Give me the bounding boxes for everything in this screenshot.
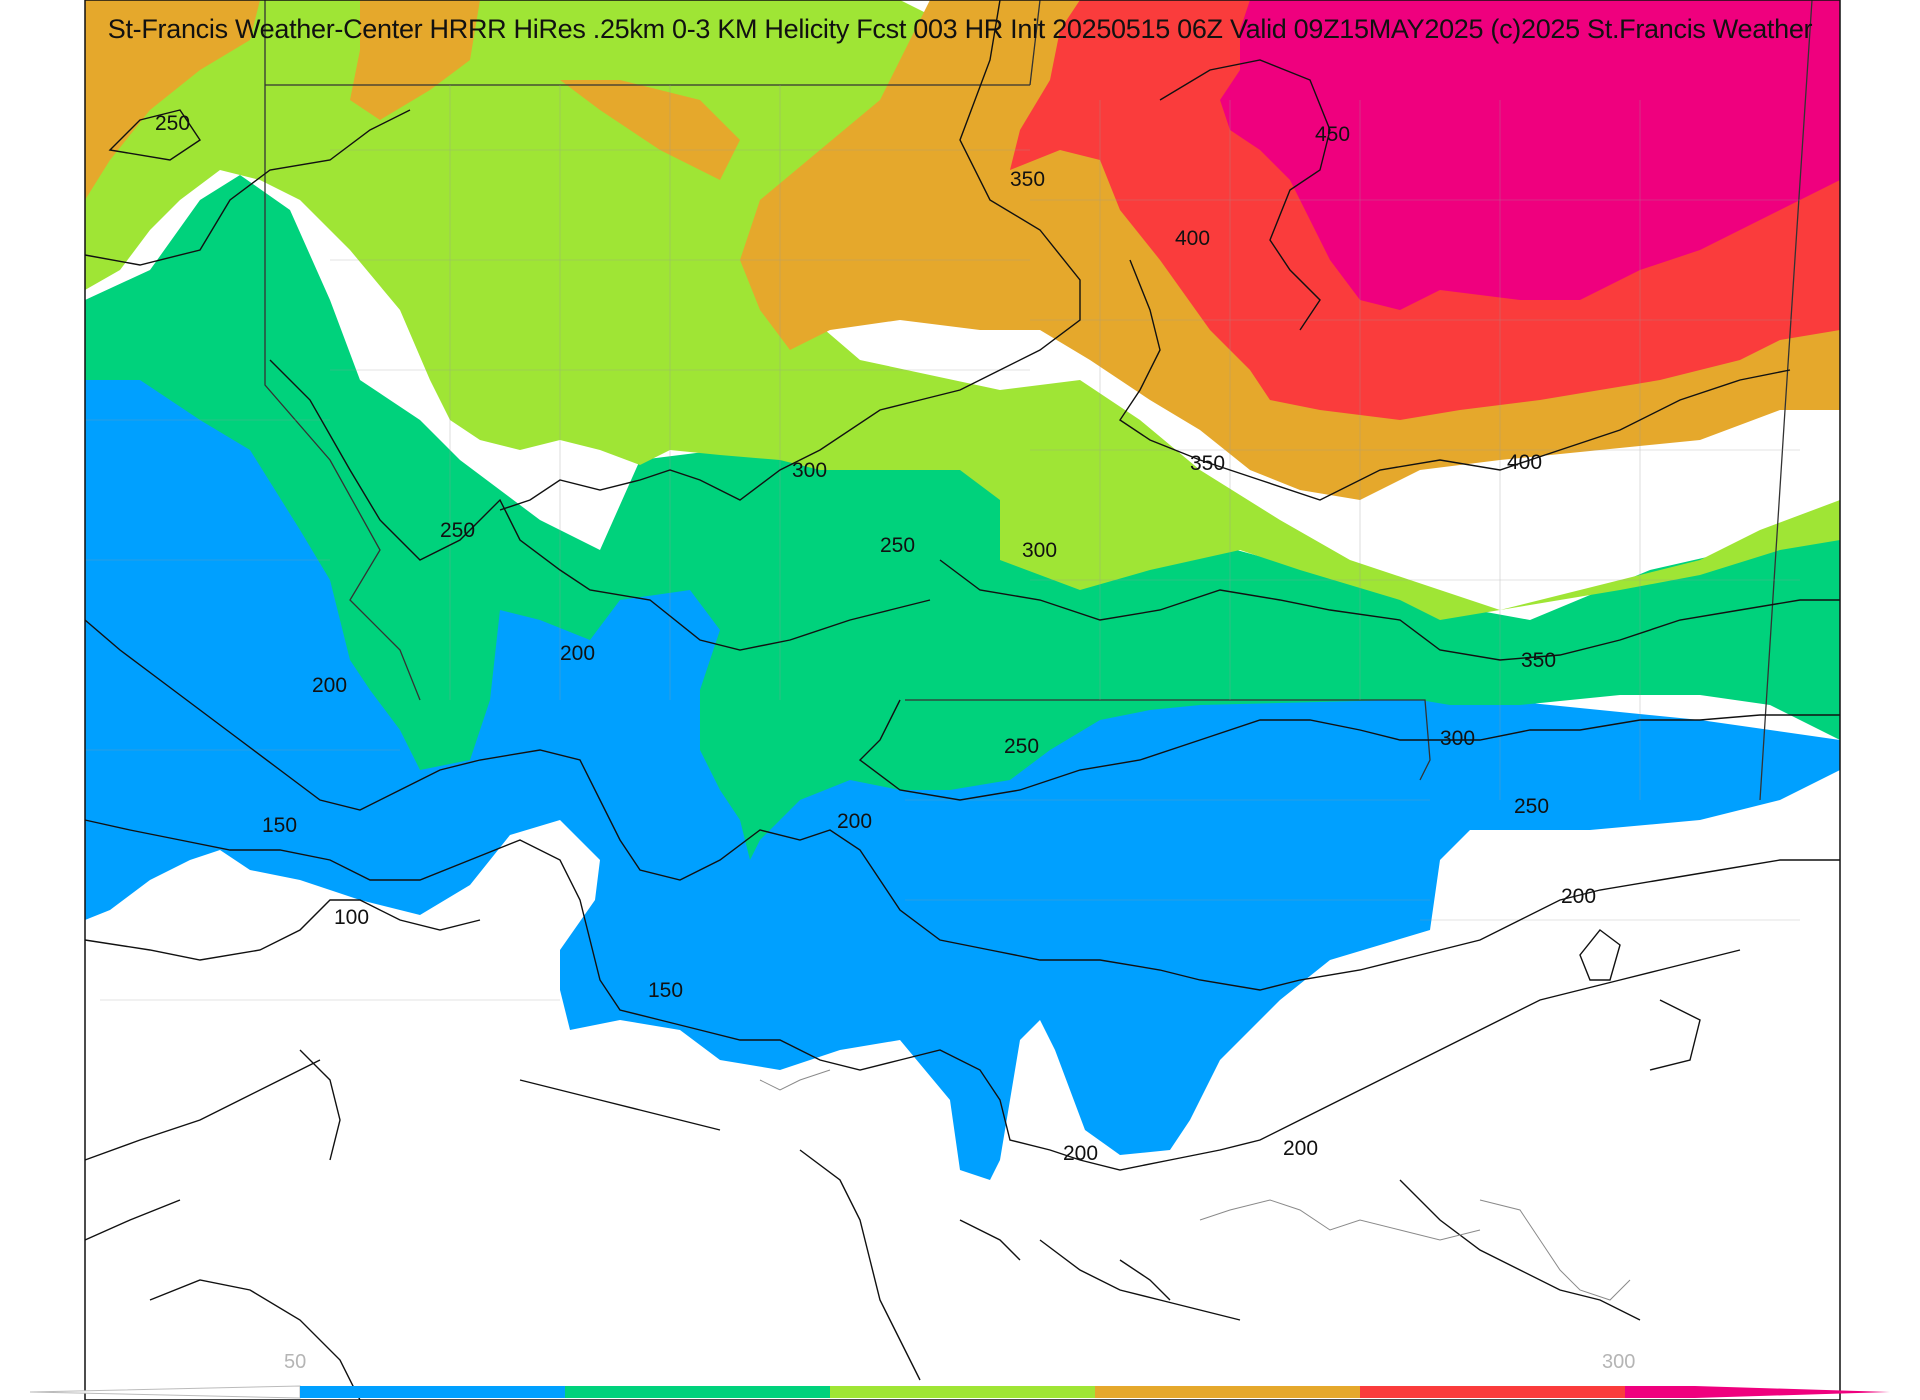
contour-label: 200 (1561, 885, 1596, 908)
contour-label: 200 (1283, 1137, 1318, 1160)
colorbar-swatch (1625, 1386, 1695, 1398)
contour-label: 150 (648, 979, 683, 1002)
contour-label: 300 (1440, 727, 1475, 750)
contour-label: 250 (1004, 735, 1039, 758)
contour-label: 300 (1022, 539, 1057, 562)
colorbar-swatch (565, 1386, 830, 1398)
fill-200-250 (85, 175, 1840, 860)
contour-label: 250 (440, 519, 475, 542)
contour-label: 400 (1175, 227, 1210, 250)
contour-label: 450 (1315, 123, 1350, 146)
contour-label: 150 (262, 814, 297, 837)
state-boundaries (264, 0, 1813, 801)
map-frame (84, 0, 1841, 1400)
coastline (759, 1069, 1631, 1301)
fill-250-300 (85, 0, 1840, 620)
contour-label: 250 (880, 534, 915, 557)
county-boundaries (85, 85, 1800, 1001)
contour-label: 400 (1507, 451, 1542, 474)
contour-label: 250 (1514, 795, 1549, 818)
colorbar-tick-label: 300 (1602, 1351, 1635, 1373)
filled-helicity-field (85, 0, 1840, 1400)
contour-label: 350 (1521, 649, 1556, 672)
map-title: St-Francis Weather-Center HRRR HiRes .25… (107, 14, 1813, 44)
contour-label: 200 (312, 674, 347, 697)
colorbar-swatch (1095, 1386, 1360, 1398)
colorbar-swatch (830, 1386, 1095, 1398)
contour-label: 350 (1190, 452, 1225, 475)
contour-label: 200 (837, 810, 872, 833)
contour-label: 250 (155, 112, 190, 135)
fill-400-450 (1220, 0, 1840, 310)
contour-label: 350 (1010, 168, 1045, 191)
colorbar: 50 300 (29, 1351, 1890, 1399)
colorbar-swatch (300, 1386, 565, 1398)
contour-label: 100 (334, 906, 369, 929)
contour-labels: 250 350 450 400 300 250 250 350 400 300 … (155, 112, 1596, 1165)
colorbar-right-triangle (1695, 1386, 1890, 1398)
contour-label: 300 (792, 459, 827, 482)
colorbar-tick-label: 50 (284, 1351, 306, 1373)
helicity-contours (84, 0, 1840, 1400)
contour-label: 200 (1063, 1142, 1098, 1165)
colorbar-swatch (1360, 1386, 1625, 1398)
contour-label: 200 (560, 642, 595, 665)
